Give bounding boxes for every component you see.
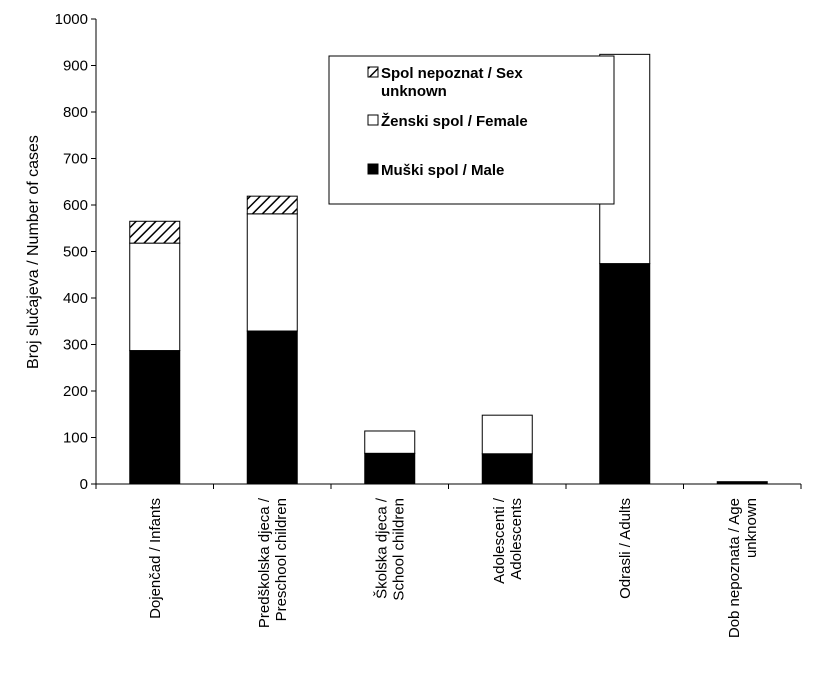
y-tick-label: 600 [63,197,88,214]
bar-segment-sex-unknown [246,195,298,215]
y-tick-label: 800 [63,104,88,121]
legend-label: Muški spol / Male [381,162,504,179]
y-tick-label: 200 [63,383,88,400]
legend-label: unknown [381,83,447,100]
bar-segment-male [364,452,416,485]
bar-segment-male [129,350,181,485]
legend-label: Ženski spol / Female [381,112,528,130]
x-category-label: Odrasli / Adults [617,498,634,599]
y-axis: 0 100 200 300 400 500 600 700 800 900 1000 [55,11,97,493]
x-category-label: Dojenčad / Infants [147,498,164,619]
x-category-label: Školska djeca / [373,497,390,599]
legend-swatch-male [367,163,379,175]
y-tick-label: 900 [63,58,88,75]
bar-segment-male [481,453,533,485]
x-category-label: Dob nepoznata / Age [726,498,743,638]
bar-segment-female [246,213,298,332]
y-tick-label: 700 [63,151,88,168]
bar-segment-male [246,330,298,485]
bar-segment-female [129,242,181,352]
legend-swatch-sex-unknown [367,66,379,78]
x-category-label: Adolescenti / [491,497,508,584]
x-category-label: Adolescents [508,498,525,580]
x-category-label: unknown [743,498,760,558]
x-category-label: School children [390,498,407,601]
y-tick-label: 0 [80,476,88,493]
bar-segment-sex-unknown [129,220,181,244]
bar-segment-female [364,430,416,454]
y-tick-label: 300 [63,337,88,354]
y-tick-label: 400 [63,290,88,307]
y-tick-label: 500 [63,244,88,261]
bar-segment-female [481,414,533,455]
legend-swatch-female [367,114,379,126]
y-tick-label: 1000 [55,11,88,28]
x-category-label: Preschool children [273,498,290,621]
x-axis: Dojenčad / Infants Predškolska djeca / Pre… [95,483,802,638]
legend-box [328,55,615,205]
y-tick-label: 100 [63,430,88,447]
bars [129,53,768,485]
x-category-label: Predškolska djeca / [256,497,273,628]
bar-segment-male [599,263,651,485]
legend-label: Spol nepoznat / Sex [381,65,523,82]
y-axis-title: Broj slučajeva / Number of cases [25,135,42,369]
